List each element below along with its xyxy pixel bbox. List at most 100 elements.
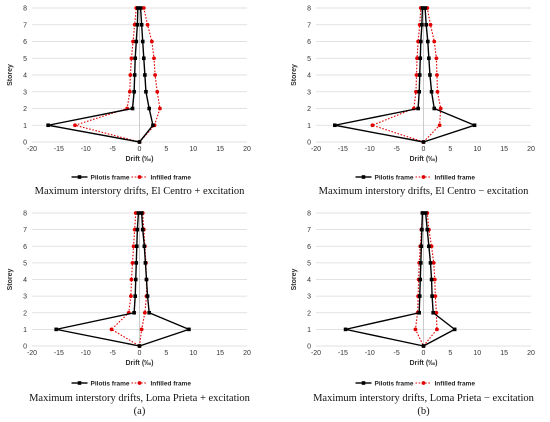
y-tick-label: 0 bbox=[307, 344, 311, 351]
data-point-infilled bbox=[141, 6, 146, 10]
x-tick-label: -20 bbox=[311, 350, 321, 357]
data-point-infilled bbox=[414, 89, 418, 94]
x-tick-label: -20 bbox=[27, 146, 37, 153]
data-point-infilled bbox=[431, 260, 436, 265]
data-point-pilotis bbox=[343, 327, 348, 332]
y-tick-label: 6 bbox=[23, 39, 27, 46]
x-tick-label: 0 bbox=[138, 350, 142, 357]
data-point-infilled bbox=[128, 73, 133, 77]
data-point-infilled bbox=[428, 22, 433, 27]
data-point-pilotis bbox=[419, 39, 423, 44]
x-tick-label: 0 bbox=[138, 146, 142, 153]
data-point-pilotis bbox=[135, 22, 140, 27]
legend-label: Infilled frame bbox=[151, 380, 192, 387]
x-tick-label: -5 bbox=[110, 350, 116, 357]
y-tick-label: 8 bbox=[307, 211, 311, 218]
legend-label: Infilled frame bbox=[435, 174, 476, 181]
panel-label: (b) bbox=[417, 406, 430, 417]
data-point-pilotis bbox=[426, 39, 430, 44]
data-point-pilotis bbox=[420, 227, 424, 232]
x-axis-label: Drift (‰) bbox=[410, 156, 438, 163]
data-point-infilled bbox=[370, 123, 375, 128]
data-point-infilled bbox=[158, 106, 162, 111]
data-point-pilotis bbox=[54, 327, 58, 332]
x-tick-label: -15 bbox=[338, 350, 348, 357]
data-point-pilotis bbox=[135, 227, 140, 232]
y-tick-label: 6 bbox=[23, 244, 27, 251]
x-tick-label: -20 bbox=[27, 350, 37, 357]
y-tick-label: 6 bbox=[307, 39, 311, 46]
data-point-infilled bbox=[149, 39, 154, 44]
y-tick-label: 4 bbox=[307, 73, 311, 80]
legend-label: Infilled frame bbox=[151, 174, 192, 181]
data-point-pilotis bbox=[147, 106, 151, 111]
x-tick-label: 5 bbox=[448, 350, 452, 357]
data-point-pilotis bbox=[429, 89, 434, 94]
data-point-pilotis bbox=[134, 261, 139, 265]
legend-label: Pilotis frame bbox=[91, 380, 130, 387]
data-point-infilled bbox=[139, 327, 144, 332]
x-tick-label: 20 bbox=[527, 350, 535, 357]
y-tick-label: 3 bbox=[307, 89, 311, 96]
data-point-pilotis bbox=[144, 89, 148, 94]
data-point-infilled bbox=[152, 56, 156, 61]
chart-panel-1: 0 1 2 3 4 5 6 7 8 -20 -15 -10 -5 0 5 10 15 20 Drift (‰) Sto… bbox=[7, 6, 251, 198]
y-tick-label: 5 bbox=[307, 260, 311, 267]
data-point-infilled bbox=[131, 244, 136, 249]
data-point-infilled bbox=[73, 123, 77, 128]
data-point-infilled bbox=[438, 106, 443, 111]
y-tick-label: 8 bbox=[23, 6, 27, 13]
y-tick-label: 3 bbox=[23, 89, 27, 96]
data-point-pilotis bbox=[428, 73, 432, 77]
x-tick-label: -5 bbox=[394, 146, 400, 153]
data-point-pilotis bbox=[430, 294, 434, 298]
data-point-pilotis bbox=[423, 6, 427, 10]
y-tick-label: 0 bbox=[307, 140, 311, 147]
legend-marker bbox=[421, 381, 426, 385]
x-tick-label: 15 bbox=[216, 146, 224, 153]
legend-label: Pilotis frame bbox=[375, 380, 414, 387]
data-point-pilotis bbox=[425, 227, 430, 232]
x-tick-label: 20 bbox=[243, 350, 251, 357]
data-point-pilotis bbox=[428, 261, 433, 265]
x-tick-label: 15 bbox=[500, 146, 508, 153]
chart-panel-3: 0 1 2 3 4 5 6 7 8 -20 -15 -10 -5 0 5 10 15 20 Drift (‰) Sto… bbox=[7, 211, 251, 418]
legend: Pilotis frame Infilled frame bbox=[355, 380, 475, 387]
y-tick-label: 4 bbox=[23, 277, 27, 284]
data-point-infilled bbox=[129, 56, 134, 61]
data-point-infilled bbox=[145, 22, 150, 27]
legend-marker bbox=[137, 381, 142, 385]
data-point-pilotis bbox=[427, 244, 431, 249]
data-point-pilotis bbox=[423, 211, 428, 215]
y-tick-label: 2 bbox=[23, 106, 27, 113]
data-point-pilotis bbox=[137, 344, 142, 348]
y-tick-label: 7 bbox=[307, 227, 311, 234]
data-point-pilotis bbox=[132, 310, 136, 315]
data-point-pilotis bbox=[417, 310, 421, 315]
data-point-pilotis bbox=[136, 6, 140, 10]
y-tick-label: 8 bbox=[23, 211, 27, 218]
data-point-pilotis bbox=[419, 261, 423, 265]
y-tick-label: 8 bbox=[307, 6, 311, 13]
x-tick-label: 20 bbox=[243, 146, 251, 153]
data-point-pilotis bbox=[143, 73, 147, 77]
x-tick-label: 5 bbox=[448, 146, 452, 153]
y-tick-label: 3 bbox=[307, 294, 311, 301]
x-tick-label: 20 bbox=[527, 146, 535, 153]
data-point-pilotis bbox=[136, 211, 141, 215]
data-point-pilotis bbox=[139, 211, 144, 215]
y-axis-label: Storey bbox=[7, 64, 14, 86]
y-tick-label: 3 bbox=[23, 294, 27, 301]
data-point-infilled bbox=[131, 39, 135, 44]
data-point-pilotis bbox=[427, 56, 431, 61]
data-point-pilotis bbox=[416, 106, 420, 111]
y-tick-label: 2 bbox=[23, 310, 27, 317]
data-point-pilotis bbox=[133, 56, 137, 61]
data-point-pilotis bbox=[132, 89, 136, 94]
x-tick-label: -10 bbox=[81, 146, 91, 153]
data-point-infilled bbox=[435, 327, 439, 332]
y-tick-label: 7 bbox=[23, 227, 27, 234]
legend-marker bbox=[137, 175, 142, 179]
data-point-infilled bbox=[415, 56, 419, 61]
